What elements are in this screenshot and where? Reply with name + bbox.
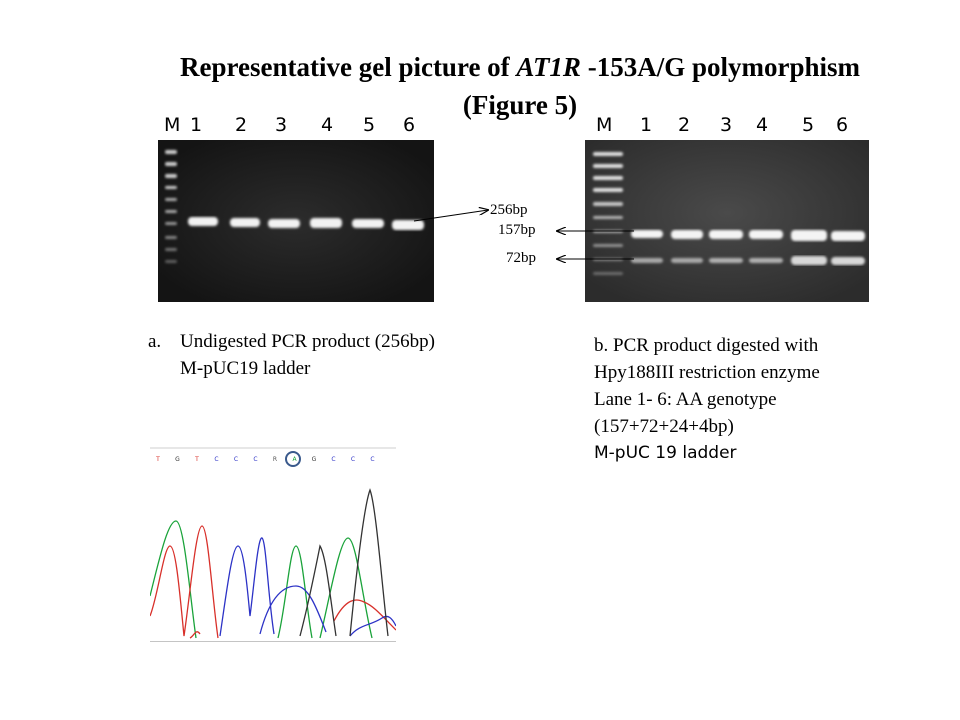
caption-b-line: b. PCR product digested with — [594, 335, 819, 356]
label-157bp: 157bp — [498, 222, 536, 238]
gel-a-lane-labels: M 1 2 3 4 5 6 — [158, 114, 438, 140]
base-call: R — [273, 456, 277, 463]
title-text-post: -153A/G polymorphism — [580, 52, 860, 82]
gel-image-b — [585, 140, 869, 302]
arrow-256bp — [413, 210, 488, 222]
lane-label: 2 — [235, 114, 248, 136]
caption-b-line: Lane 1- 6: AA genotype — [594, 389, 777, 410]
gel-b-drawing — [585, 140, 869, 302]
title-text-pre: Representative gel picture of — [180, 52, 517, 82]
title-gene: AT1R — [516, 52, 581, 82]
caption-b-line: (157+72+24+4bp) — [594, 416, 734, 437]
base-call: C — [331, 456, 335, 463]
base-call: G — [312, 456, 317, 463]
caption-b: b. PCR product digested with Hpy188III r… — [594, 332, 820, 467]
lane-label: M — [164, 114, 181, 136]
trace-black — [299, 488, 389, 637]
trace-green — [150, 520, 373, 639]
base-call: C — [234, 456, 238, 463]
lane-label: 1 — [190, 114, 203, 136]
figure-title: Representative gel picture of AT1R -153A… — [80, 50, 960, 84]
base-call: C — [214, 456, 218, 463]
label-72bp: 72bp — [506, 250, 536, 266]
caption-a: Undigested PCR product (256bp) M-pUC19 l… — [180, 328, 435, 382]
lane-label: 5 — [802, 114, 815, 136]
gel-b-lane-labels: M 1 2 3 4 5 6 — [586, 114, 870, 140]
lane-label: M — [596, 114, 613, 136]
label-256bp: 256bp — [490, 202, 528, 218]
lane-label: 1 — [640, 114, 653, 136]
bands-a — [188, 217, 424, 230]
bands-b-72 — [631, 256, 865, 265]
lane-label: 3 — [720, 114, 733, 136]
base-call: A — [292, 456, 297, 463]
lane-label: 3 — [275, 114, 288, 136]
base-call: C — [253, 456, 257, 463]
lane-label: 6 — [403, 114, 416, 136]
base-call: C — [351, 456, 355, 463]
ladder-a — [165, 150, 177, 263]
base-call: T — [155, 456, 160, 463]
caption-a-line: M-pUC19 ladder — [180, 358, 311, 379]
trace-red — [150, 525, 396, 639]
figure-subtitle: (Figure 5) — [462, 90, 578, 120]
gel-a-drawing — [158, 140, 434, 302]
base-call: T — [194, 456, 199, 463]
base-call: G — [175, 456, 180, 463]
gel-image-a — [158, 140, 434, 302]
base-call: C — [370, 456, 374, 463]
lane-label: 5 — [363, 114, 376, 136]
lane-label: 6 — [836, 114, 849, 136]
bands-b-157 — [631, 230, 865, 241]
caption-a-line: Undigested PCR product (256bp) — [180, 331, 435, 352]
lane-label: 4 — [756, 114, 769, 136]
caption-b-line: Hpy188III restriction enzyme — [594, 362, 820, 383]
trace-blue — [219, 537, 396, 637]
snp-highlight-circle — [285, 451, 301, 467]
caption-a-marker: a. — [148, 331, 162, 352]
lane-label: 4 — [321, 114, 334, 136]
caption-b-ladder: M-pUC 19 ladder — [594, 443, 737, 463]
lane-label: 2 — [678, 114, 691, 136]
